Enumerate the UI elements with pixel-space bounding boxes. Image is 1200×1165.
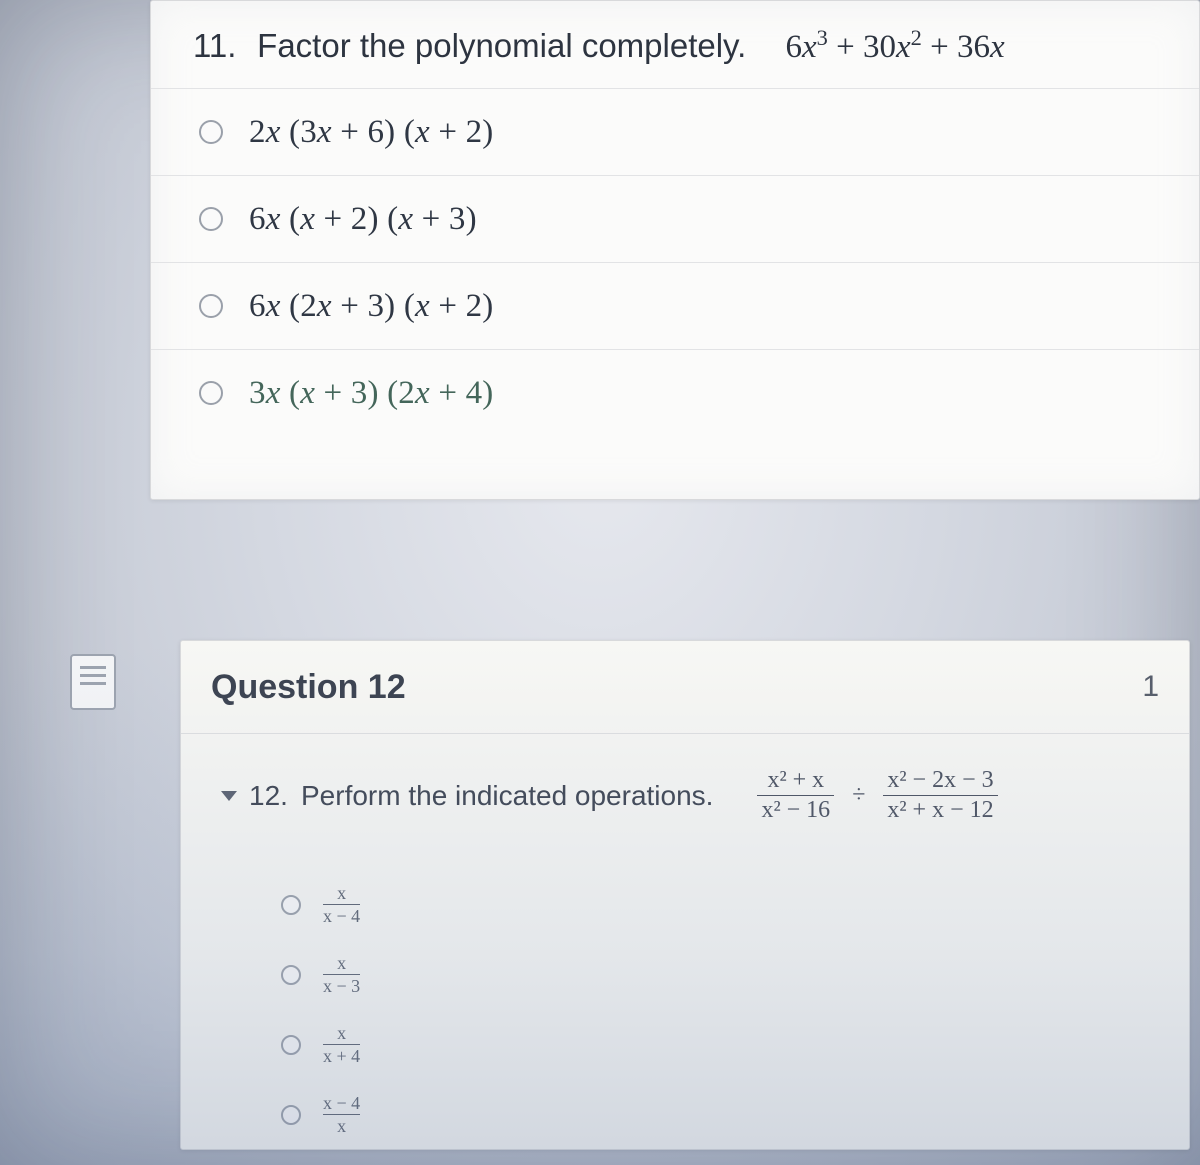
frac2-denominator: x² + x − 12 (883, 796, 997, 823)
q11-prompt-text: Factor the polynomial completely. (257, 27, 746, 64)
q12-option-c-frac: x x + 4 (323, 1024, 360, 1065)
q12-expression: x² + x x² − 16 ÷ x² − 2x − 3 x² + x − 12 (757, 768, 997, 824)
radio-icon[interactable] (281, 1105, 301, 1125)
q11-prompt: 11. Factor the polynomial completely. 6x… (193, 27, 1199, 66)
opt-c-bot: x + 4 (323, 1045, 360, 1065)
radio-icon[interactable] (281, 895, 301, 915)
fraction-1: x² + x x² − 16 (757, 768, 834, 824)
radio-icon[interactable] (199, 207, 223, 231)
opt-a-bot: x − 4 (323, 905, 360, 925)
q12-body: 12. Perform the indicated operations. x²… (181, 734, 1189, 1150)
q12-prompt: 12. Perform the indicated operations. x²… (221, 768, 1189, 824)
opt-b-top: x (337, 954, 346, 974)
q12-option-b[interactable]: x x − 3 (281, 940, 1189, 1010)
question-12-card: Question 12 1 12. Perform the indicated … (180, 640, 1190, 1150)
q12-option-d[interactable]: x − 4 x (281, 1080, 1189, 1150)
q12-points: 1 (1142, 670, 1159, 704)
radio-icon[interactable] (199, 294, 223, 318)
q12-option-d-frac: x − 4 x (323, 1094, 360, 1135)
caret-down-icon[interactable] (221, 791, 237, 801)
q12-header: Question 12 1 (181, 641, 1189, 734)
radio-icon[interactable] (281, 965, 301, 985)
opt-b-bot: x − 3 (323, 975, 360, 995)
q11-expression: 6x3 + 30x2 + 36x (785, 29, 1004, 65)
opt-a-top: x (337, 884, 346, 904)
q12-number: 12. (249, 780, 297, 812)
opt-d-top: x − 4 (323, 1094, 360, 1114)
q12-option-c[interactable]: x x + 4 (281, 1010, 1189, 1080)
q12-options: x x − 4 x x − 3 (221, 870, 1189, 1150)
division-symbol: ÷ (848, 782, 869, 809)
fraction-2: x² − 2x − 3 x² + x − 12 (883, 768, 997, 824)
q12-option-a[interactable]: x x − 4 (281, 870, 1189, 940)
document-icon (70, 654, 116, 710)
q11-number: 11. (193, 27, 248, 65)
radio-icon[interactable] (199, 120, 223, 144)
frac2-numerator: x² − 2x − 3 (883, 768, 997, 795)
q12-option-a-frac: x x − 4 (323, 884, 360, 925)
q11-option-a-text: 2x (3x + 6) (x + 2) (249, 114, 493, 151)
q11-option-c[interactable]: 6x (2x + 3) (x + 2) (151, 262, 1199, 349)
q11-option-a[interactable]: 2x (3x + 6) (x + 2) (151, 88, 1199, 175)
opt-c-top: x (337, 1024, 346, 1044)
q12-prompt-text: Perform the indicated operations. (301, 780, 713, 812)
q11-option-b[interactable]: 6x (x + 2) (x + 3) (151, 175, 1199, 262)
q11-option-d[interactable]: 3x (x + 3) (2x + 4) (151, 349, 1199, 436)
frac1-denominator: x² − 16 (757, 796, 834, 823)
opt-d-bot: x (337, 1115, 346, 1135)
quiz-photo: 11. Factor the polynomial completely. 6x… (0, 0, 1200, 1165)
frac1-numerator: x² + x (763, 768, 828, 795)
question-11-card: 11. Factor the polynomial completely. 6x… (150, 0, 1200, 500)
q11-option-c-text: 6x (2x + 3) (x + 2) (249, 288, 493, 325)
q12-option-b-frac: x x − 3 (323, 954, 360, 995)
q11-option-d-text: 3x (x + 3) (2x + 4) (249, 375, 493, 412)
radio-icon[interactable] (199, 381, 223, 405)
q11-option-b-text: 6x (x + 2) (x + 3) (249, 201, 477, 238)
q12-title: Question 12 (211, 668, 406, 707)
radio-icon[interactable] (281, 1035, 301, 1055)
